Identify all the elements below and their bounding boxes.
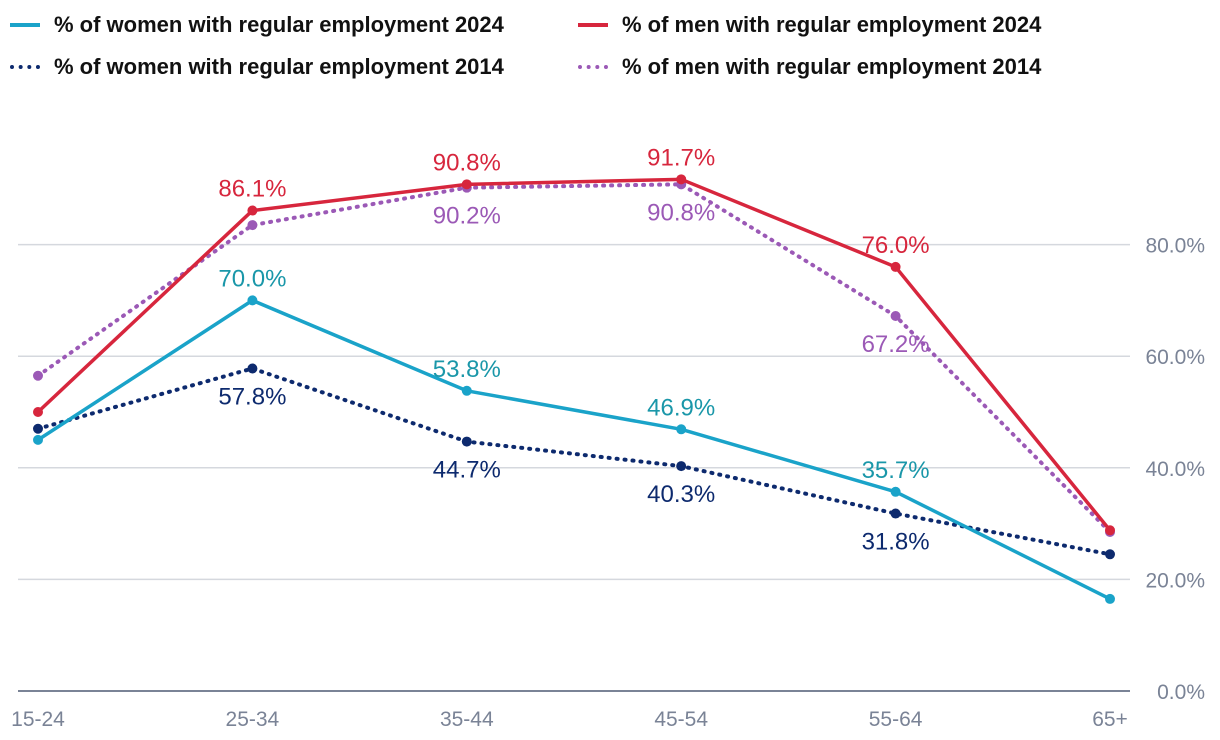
legend-label-women-2024: % of women with regular employment 2024 [54, 12, 504, 37]
y-tick-label: 60.0% [1145, 346, 1205, 369]
legend-swatch-women-2024 [10, 23, 40, 27]
y-tick-label: 20.0% [1145, 569, 1205, 592]
data-label: 67.2% [862, 331, 930, 358]
data-point [461, 385, 472, 396]
legend-swatch-men-2014 [578, 65, 608, 69]
data-point [33, 434, 43, 445]
y-tick-label: 80.0% [1145, 235, 1205, 258]
data-point [1105, 525, 1115, 536]
legend-swatch-women-2014 [10, 65, 40, 69]
legend-label-women-2014: % of women with regular employment 2014 [54, 54, 504, 79]
series-line-2 [36, 366, 1112, 557]
legend-item-women-2024: % of women with regular employment 2024 [10, 12, 504, 38]
y-tick-label: 40.0% [1145, 458, 1205, 481]
data-label: 46.9% [647, 394, 715, 421]
data-point [33, 370, 43, 381]
data-point [247, 295, 258, 306]
data-label: 91.7% [647, 144, 715, 171]
x-tick-label: 65+ [1092, 708, 1128, 731]
data-point [890, 508, 901, 519]
data-label: 44.7% [433, 457, 501, 484]
data-label: 86.1% [218, 176, 286, 203]
data-label: 53.8% [433, 356, 501, 383]
data-point [461, 436, 472, 447]
data-point [247, 205, 258, 216]
data-label: 90.2% [433, 203, 501, 230]
data-point [33, 423, 43, 434]
data-point [890, 311, 901, 322]
data-point [461, 179, 472, 190]
x-tick-label: 35-44 [440, 708, 494, 731]
data-point [890, 486, 901, 497]
data-point [33, 407, 43, 417]
data-label: 70.0% [218, 265, 286, 292]
data-point [676, 174, 687, 185]
data-point [676, 461, 687, 472]
series-line-0 [36, 298, 1112, 601]
data-label: 31.8% [862, 529, 930, 556]
data-point [247, 220, 258, 231]
data-point [247, 363, 258, 374]
data-point [1105, 593, 1115, 604]
data-label: 35.7% [862, 457, 930, 484]
legend-label-men-2024: % of men with regular employment 2024 [622, 12, 1042, 37]
x-tick-label: 25-34 [226, 708, 280, 731]
legend-swatch-men-2024 [578, 23, 608, 27]
y-tick-label: 0.0% [1157, 681, 1205, 704]
data-label: 90.8% [433, 149, 501, 176]
data-label: 90.8% [647, 199, 715, 226]
x-tick-label: 45-54 [654, 708, 708, 731]
x-tick-label: 55-64 [869, 708, 923, 731]
data-label: 40.3% [647, 481, 715, 508]
legend-item-men-2024: % of men with regular employment 2024 [578, 12, 1041, 38]
legend-item-women-2014: % of women with regular employment 2014 [10, 54, 504, 80]
series-line-3 [36, 182, 1112, 534]
x-tick-label: 15-24 [11, 708, 65, 731]
data-point [676, 424, 687, 435]
data-point [1105, 549, 1115, 560]
series-line-1 [36, 177, 1112, 533]
data-label: 57.8% [218, 383, 286, 410]
legend-item-men-2014: % of men with regular employment 2014 [578, 54, 1041, 80]
data-point [890, 261, 901, 272]
legend-label-men-2014: % of men with regular employment 2014 [622, 54, 1042, 79]
data-label: 76.0% [862, 232, 930, 259]
